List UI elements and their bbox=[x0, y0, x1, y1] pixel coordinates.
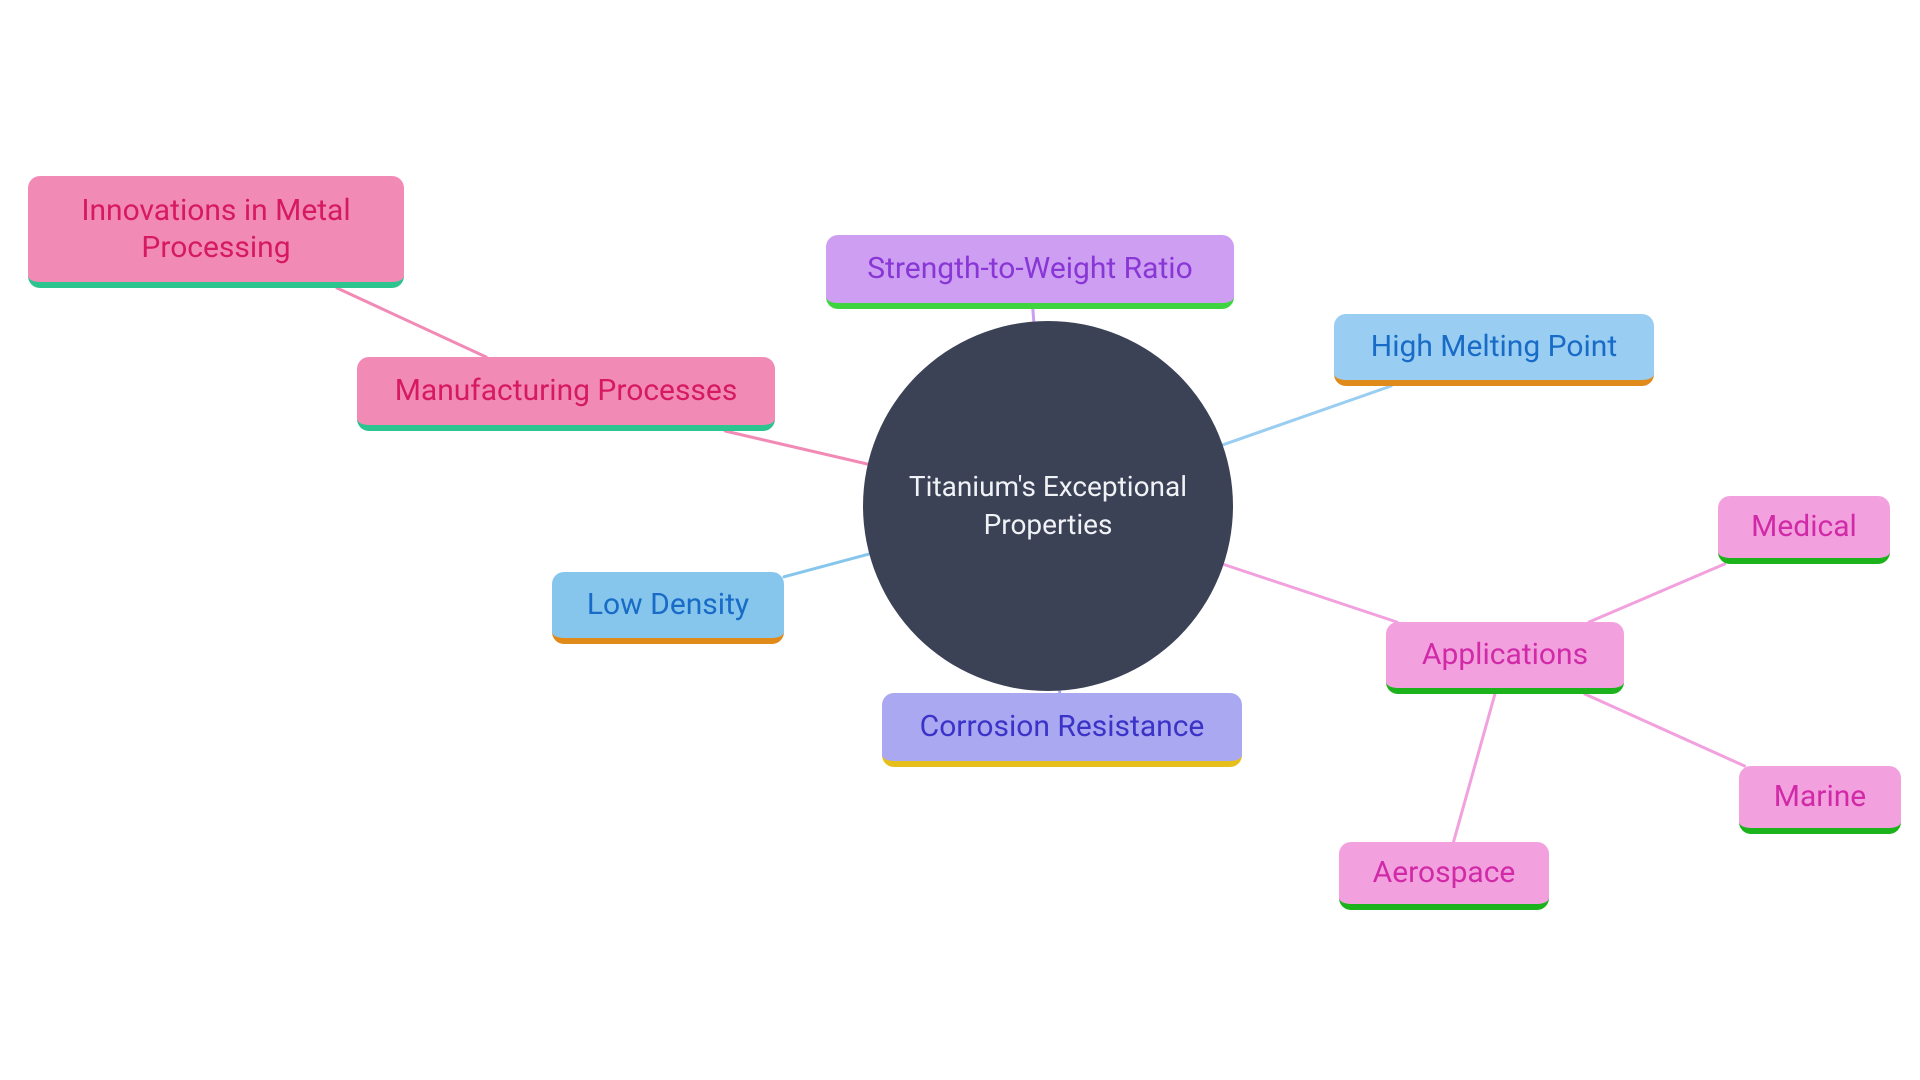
node-innovations: Innovations in Metal Processing bbox=[28, 176, 404, 288]
node-marine: Marine bbox=[1739, 766, 1901, 834]
node-label: Manufacturing Processes bbox=[395, 372, 738, 410]
edge-applications-marine bbox=[1585, 694, 1745, 766]
edge-center-manufacturing bbox=[725, 431, 868, 464]
node-label: Medical bbox=[1751, 508, 1857, 546]
edge-applications-aerospace bbox=[1454, 694, 1495, 842]
center-node-label: Titanium's Exceptional Properties bbox=[909, 468, 1187, 544]
node-label: Innovations in Metal Processing bbox=[81, 192, 350, 267]
node-label: Corrosion Resistance bbox=[920, 708, 1205, 746]
node-density: Low Density bbox=[552, 572, 784, 644]
node-label: Applications bbox=[1422, 636, 1588, 674]
edge-center-strength bbox=[1033, 309, 1034, 322]
edge-center-melting bbox=[1223, 386, 1391, 445]
node-aerospace: Aerospace bbox=[1339, 842, 1549, 910]
node-label: Aerospace bbox=[1373, 854, 1516, 892]
node-label: Low Density bbox=[587, 586, 749, 624]
mindmap-canvas: Titanium's Exceptional Properties Strengt… bbox=[0, 0, 1920, 1080]
node-label: High Melting Point bbox=[1371, 328, 1617, 366]
node-label: Marine bbox=[1774, 778, 1866, 816]
node-strength: Strength-to-Weight Ratio bbox=[826, 235, 1234, 309]
node-label: Strength-to-Weight Ratio bbox=[867, 250, 1192, 288]
node-corrosion: Corrosion Resistance bbox=[882, 693, 1242, 767]
edge-applications-medical bbox=[1589, 564, 1724, 622]
center-node: Titanium's Exceptional Properties bbox=[863, 321, 1233, 691]
edge-manufacturing-innovations bbox=[337, 288, 486, 357]
node-manufacturing: Manufacturing Processes bbox=[357, 357, 775, 431]
node-applications: Applications bbox=[1386, 622, 1624, 694]
node-melting: High Melting Point bbox=[1334, 314, 1654, 386]
node-medical: Medical bbox=[1718, 496, 1890, 564]
edge-center-density bbox=[784, 554, 869, 577]
edge-center-applications bbox=[1224, 564, 1397, 622]
